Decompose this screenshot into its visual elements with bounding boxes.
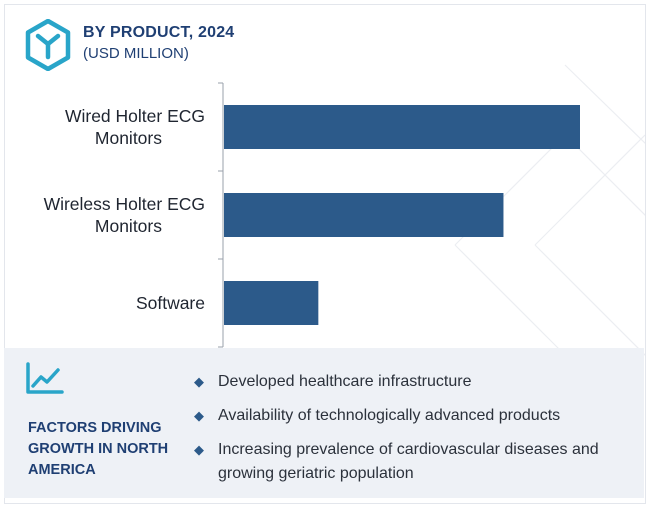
factors-title: FACTORS DRIVING GROWTH IN NORTH AMERICA	[28, 420, 169, 478]
category-label: Wired Holter ECG Monitors	[65, 106, 205, 148]
diamond-icon: ◆	[194, 408, 204, 423]
factor-text: Increasing prevalence of cardiovascular …	[218, 441, 599, 482]
bar	[224, 281, 319, 325]
factors-panel: FACTORS DRIVING GROWTH IN NORTH AMERICA …	[4, 348, 644, 498]
bar	[224, 105, 580, 149]
factor-text: Developed healthcare infrastructure	[218, 373, 472, 390]
category-label-line: Wired Holter ECG	[65, 106, 205, 126]
category-label-line: Wireless Holter ECG	[44, 194, 205, 214]
chart-title: BY PRODUCT, 2024	[83, 24, 235, 41]
category-label-line: Monitors	[95, 216, 162, 236]
bar	[224, 193, 504, 237]
chart-subtitle: (USD MILLION)	[83, 45, 189, 62]
category-label-line: Monitors	[95, 128, 162, 148]
hexagon-y-logo-icon	[25, 19, 71, 71]
category-label: Wireless Holter ECG Monitors	[44, 194, 205, 236]
factor-item: ◆ Availability of technologically advanc…	[194, 404, 634, 428]
diamond-icon: ◆	[194, 442, 204, 457]
factor-item: ◆ Increasing prevalence of cardiovascula…	[194, 438, 634, 486]
trend-line-icon	[26, 362, 64, 394]
factors-list: ◆ Developed healthcare infrastructure ◆ …	[194, 370, 634, 496]
category-label-line: Software	[136, 293, 205, 313]
category-label: Software	[136, 293, 205, 313]
diamond-icon: ◆	[194, 374, 204, 389]
factor-text: Availability of technologically advanced…	[218, 407, 561, 424]
factor-item: ◆ Developed healthcare infrastructure	[194, 370, 634, 394]
